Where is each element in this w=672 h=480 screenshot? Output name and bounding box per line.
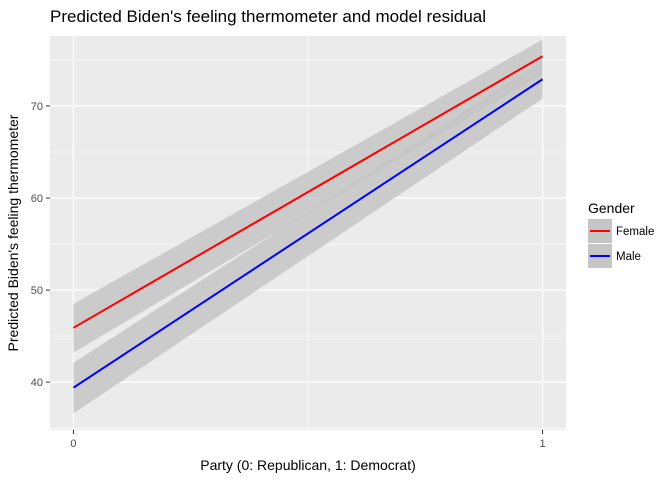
legend-items: Female Male <box>588 219 654 268</box>
line-male <box>72 78 544 389</box>
x-axis-title: Party (0: Republican, 1: Democrat) <box>200 457 416 473</box>
y-axis-title: Predicted Biden's feeling thermometer <box>5 114 21 351</box>
legend-key-female <box>588 219 612 243</box>
y-tick-label-50: 50 <box>31 285 43 297</box>
y-axis: 40 50 60 70 <box>31 101 50 389</box>
chart-title: Predicted Biden's feeling thermometer an… <box>50 7 486 26</box>
y-tick-label-40: 40 <box>31 377 43 389</box>
y-tick-label-70: 70 <box>31 101 43 113</box>
y-tick-label-60: 60 <box>31 193 43 205</box>
x-tick-label-1: 1 <box>539 438 545 450</box>
line-female <box>72 55 544 329</box>
ribbon-male <box>73 60 543 414</box>
legend-title: Gender <box>588 200 635 216</box>
ribbon-female <box>73 39 543 353</box>
legend-key-male <box>588 244 612 268</box>
x-tick-label-0: 0 <box>70 438 76 450</box>
series-lines <box>72 55 544 389</box>
confidence-ribbons <box>73 39 543 414</box>
legend-label-male: Male <box>616 251 641 263</box>
legend: Gender Female Male <box>588 200 654 268</box>
legend-label-female: Female <box>616 226 654 238</box>
